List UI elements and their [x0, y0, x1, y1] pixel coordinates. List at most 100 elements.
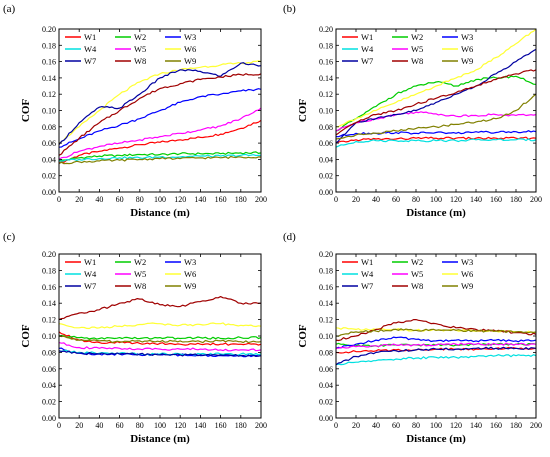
- legend-label-w6: W6: [461, 44, 473, 54]
- series-line-w6: [58, 60, 262, 144]
- x-tick-label: 180: [235, 195, 247, 204]
- y-tick-label: 0.00: [319, 414, 333, 423]
- x-tick-label: 140: [470, 421, 482, 430]
- x-tick-label: 100: [430, 195, 442, 204]
- legend-label-w9: W9: [184, 281, 196, 291]
- series-line-w2: [58, 151, 262, 162]
- x-tick-label: 20: [352, 421, 360, 430]
- x-tick-label: 40: [372, 421, 380, 430]
- x-tick-label: 100: [154, 195, 166, 204]
- y-tick-label: 0.12: [319, 316, 333, 325]
- x-tick-label: 160: [490, 421, 502, 430]
- legend-label-w9: W9: [461, 281, 473, 291]
- y-tick-label: 0.08: [42, 348, 56, 357]
- x-tick-label: 180: [510, 421, 522, 430]
- y-tick-label: 0.14: [42, 74, 56, 83]
- chart-panel-3: (c) 0.00 0.02 0.04 0.06 0.08 0.10 0.12 0.14 0.16 0…: [3, 231, 267, 445]
- y-tick-label: 0.12: [319, 90, 333, 99]
- x-axis-label: Distance (m): [130, 433, 190, 445]
- legend-label-w5: W5: [411, 44, 423, 54]
- series-line-w4: [58, 349, 262, 356]
- x-tick-label: 100: [430, 421, 442, 430]
- chart-panel-2: (b) 0.00 0.02 0.04 0.06 0.08 0.10 0.12 0.14 0.16 0…: [283, 3, 542, 219]
- series-line-w7: [335, 346, 537, 366]
- y-axis-label: COF: [20, 99, 32, 123]
- x-tick-label: 60: [392, 195, 400, 204]
- y-tick-label: 0.16: [42, 283, 56, 292]
- legend-label-w7: W7: [361, 281, 373, 291]
- y-tick-label: 0.04: [319, 381, 333, 390]
- x-tick-label: 60: [116, 195, 124, 204]
- y-tick-label: 0.04: [42, 155, 56, 164]
- series-line-w5: [58, 342, 262, 352]
- x-tick-label: 180: [510, 195, 522, 204]
- y-tick-label: 0.14: [42, 299, 56, 308]
- y-tick-label: 0.06: [319, 365, 333, 374]
- legend-label-w4: W4: [361, 44, 374, 54]
- y-tick-label: 0.16: [42, 58, 56, 67]
- x-tick-label: 120: [174, 421, 186, 430]
- legend-label-w8: W8: [134, 56, 146, 66]
- y-tick-label: 0.20: [319, 250, 333, 259]
- series-line-w1: [335, 136, 537, 144]
- series-line-w9: [58, 335, 262, 344]
- y-tick-label: 0.18: [319, 41, 333, 50]
- legend-label-w3: W3: [184, 257, 196, 267]
- legend-label-w1: W1: [84, 257, 96, 267]
- legend-label-w4: W4: [84, 44, 97, 54]
- legend-label-w5: W5: [411, 269, 423, 279]
- legend-label-w7: W7: [361, 56, 373, 66]
- x-tick-label: 0: [334, 195, 338, 204]
- legend-label-w2: W2: [411, 32, 423, 42]
- x-tick-label: 120: [174, 195, 186, 204]
- y-tick-label: 0.00: [42, 414, 56, 423]
- legend-label-w3: W3: [184, 32, 196, 42]
- chart-panel-1: (a) 0.00 0.02 0.04 0.06 0.08 0.10 0.12 0.14 0.16 0…: [3, 3, 267, 219]
- legend-label-w6: W6: [184, 269, 196, 279]
- series-line-w1: [58, 331, 262, 346]
- y-tick-label: 0.08: [319, 123, 333, 132]
- x-tick-label: 20: [352, 195, 360, 204]
- panel-label: (c): [3, 231, 16, 243]
- y-tick-label: 0.18: [42, 266, 56, 275]
- y-tick-label: 0.06: [42, 139, 56, 148]
- x-tick-label: 80: [412, 195, 420, 204]
- series-line-w6: [335, 28, 537, 128]
- y-tick-label: 0.08: [319, 348, 333, 357]
- y-axis-label: COF: [297, 99, 309, 123]
- y-tick-label: 0.02: [319, 172, 333, 181]
- y-tick-label: 0.20: [42, 250, 56, 259]
- x-tick-label: 0: [57, 195, 61, 204]
- series-line-w2: [58, 335, 262, 340]
- legend-label-w8: W8: [411, 281, 423, 291]
- x-tick-label: 180: [235, 421, 247, 430]
- x-tick-label: 200: [530, 421, 542, 430]
- legend-label-w5: W5: [134, 44, 146, 54]
- legend-label-w7: W7: [84, 56, 96, 66]
- y-tick-label: 0.20: [42, 25, 56, 34]
- x-axis-label: Distance (m): [406, 207, 466, 219]
- series-line-w9: [58, 155, 262, 165]
- series-line-w4: [335, 354, 537, 366]
- series-line-w7: [335, 48, 537, 144]
- x-tick-label: 0: [334, 421, 338, 430]
- legend-label-w3: W3: [461, 32, 473, 42]
- x-tick-label: 120: [450, 421, 462, 430]
- x-tick-label: 160: [215, 421, 227, 430]
- x-tick-label: 120: [450, 195, 462, 204]
- y-tick-label: 0.10: [42, 332, 56, 341]
- y-tick-label: 0.10: [319, 107, 333, 116]
- series-line-w3: [58, 88, 262, 148]
- series-line-w6: [58, 322, 262, 330]
- x-tick-label: 40: [95, 421, 103, 430]
- panel-label: (b): [283, 3, 296, 15]
- x-tick-label: 160: [490, 195, 502, 204]
- y-tick-label: 0.02: [42, 172, 56, 181]
- legend-label-w5: W5: [134, 269, 146, 279]
- series-line-w8: [58, 296, 262, 321]
- legend-label-w2: W2: [134, 32, 146, 42]
- series-line-w9: [335, 93, 537, 140]
- y-tick-label: 0.04: [319, 155, 333, 164]
- series-line-w1: [58, 119, 262, 164]
